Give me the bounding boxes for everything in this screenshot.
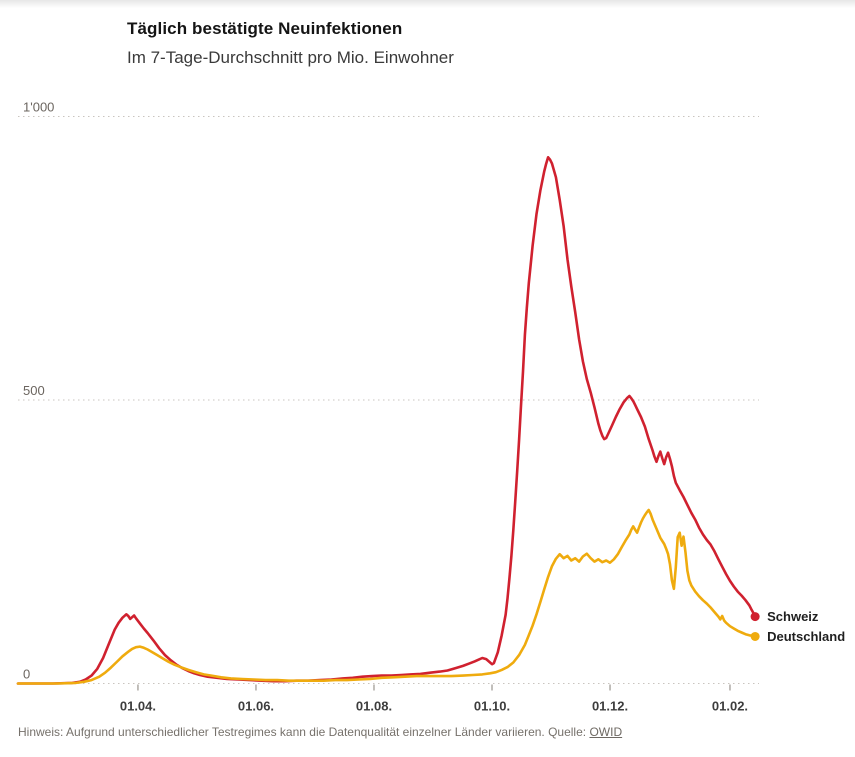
series-end-dot-deutschland: [750, 631, 760, 641]
source-link[interactable]: OWID: [589, 725, 623, 739]
x-axis-label-01.12.: 01.12.: [592, 699, 628, 714]
x-axis-label-01.10.: 01.10.: [474, 699, 510, 714]
top-edge-divider: [0, 0, 855, 8]
chart-subtitle: Im 7-Tage-Durchschnitt pro Mio. Einwohne…: [127, 48, 454, 67]
y-axis-label-500: 500: [23, 383, 45, 398]
y-axis-label-0: 0: [23, 667, 30, 682]
series-end-dot-schweiz: [750, 612, 760, 622]
footnote-text: Hinweis: Aufgrund unterschiedlicher Test…: [18, 725, 587, 739]
y-axis-label-1000: 1'000: [23, 100, 54, 115]
footnote: Hinweis: Aufgrund unterschiedlicher Test…: [18, 725, 828, 739]
legend-label-deutschland: Deutschland: [767, 629, 845, 644]
x-axis-label-01.04.: 01.04.: [120, 699, 156, 714]
x-axis-label-01.08.: 01.08.: [356, 699, 392, 714]
x-axis-label-01.02.: 01.02.: [712, 699, 748, 714]
series-line-schweiz: [16, 156, 757, 685]
legend-label-schweiz: Schweiz: [767, 609, 819, 624]
chart-title: Täglich bestätigte Neuinfektionen: [127, 19, 403, 38]
x-axis-label-01.06.: 01.06.: [238, 699, 274, 714]
series-line-deutschland: [16, 508, 757, 685]
